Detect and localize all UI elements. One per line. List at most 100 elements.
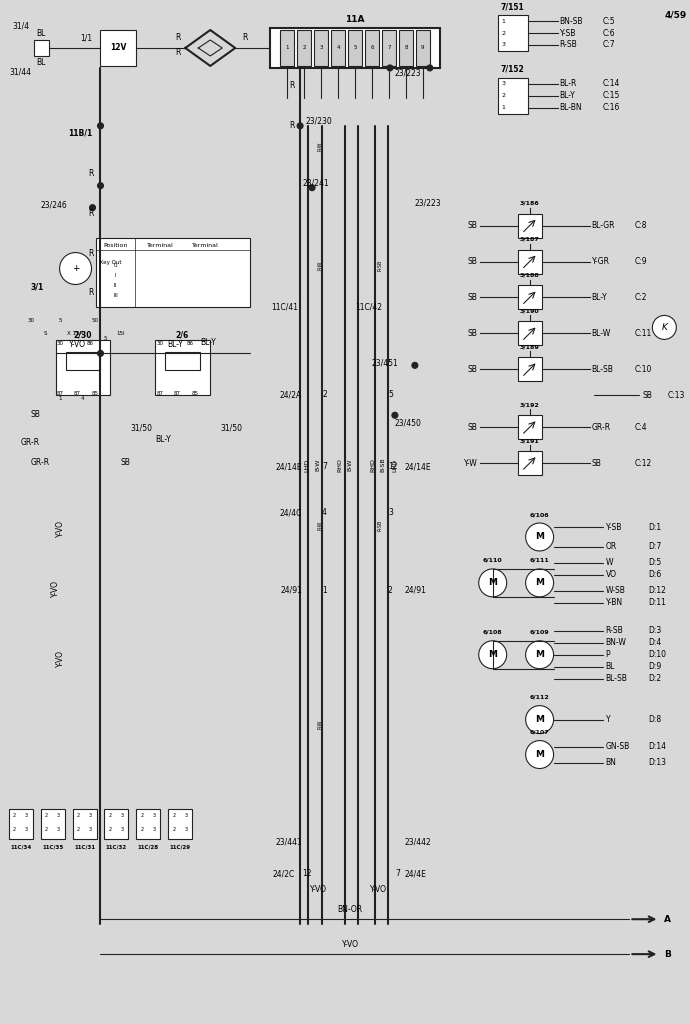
Text: 1: 1 [502, 18, 506, 24]
Text: III: III [113, 293, 118, 298]
Text: 2: 2 [109, 813, 112, 818]
Circle shape [427, 65, 433, 71]
Text: R: R [290, 121, 295, 130]
Text: Position: Position [104, 243, 128, 248]
Text: R: R [88, 209, 93, 218]
Text: 2: 2 [109, 827, 112, 833]
Text: 7/152: 7/152 [501, 65, 524, 74]
Text: 3: 3 [185, 813, 188, 818]
Text: 6/111: 6/111 [530, 558, 549, 563]
Text: GR-R: GR-R [30, 458, 50, 467]
Text: BL: BL [605, 663, 615, 671]
Bar [518, 214, 542, 238]
Text: BL-Y: BL-Y [591, 293, 607, 302]
Text: 2: 2 [302, 45, 306, 50]
Text: Y-VO: Y-VO [342, 940, 359, 949]
Bar [280, 30, 294, 66]
Bar [270, 28, 440, 68]
Circle shape [526, 740, 553, 769]
Text: 85: 85 [92, 391, 99, 396]
Text: 3: 3 [502, 42, 506, 47]
Text: Y-GR: Y-GR [591, 257, 609, 266]
Text: 2: 2 [77, 813, 80, 818]
Text: 9: 9 [421, 45, 424, 50]
Text: 6/112: 6/112 [530, 694, 549, 699]
Text: C:7: C:7 [602, 41, 615, 49]
Bar [104, 809, 128, 840]
Text: 24/2A: 24/2A [280, 390, 302, 399]
Text: 2: 2 [172, 827, 176, 833]
Text: Y-W: Y-W [464, 459, 477, 468]
Text: R: R [290, 81, 295, 90]
Circle shape [392, 413, 398, 418]
Text: 5: 5 [59, 317, 62, 323]
Bar [95, 238, 250, 307]
Circle shape [526, 569, 553, 597]
Text: 3: 3 [121, 827, 124, 833]
Text: GR-R: GR-R [21, 438, 40, 447]
Text: BL-SB: BL-SB [591, 365, 613, 374]
Bar [399, 30, 413, 66]
Bar [155, 340, 210, 395]
Text: 3: 3 [185, 827, 188, 833]
Bar [518, 322, 542, 345]
Text: SB: SB [642, 391, 652, 399]
Text: B-W: B-W [348, 459, 353, 471]
Text: M: M [535, 715, 544, 724]
Text: 3: 3 [152, 827, 156, 833]
Text: 11C/42: 11C/42 [355, 302, 382, 311]
Text: P: P [605, 650, 610, 659]
Text: 3: 3 [89, 813, 92, 818]
Text: 3/187: 3/187 [520, 237, 540, 242]
Text: 3: 3 [89, 827, 92, 833]
Text: 86: 86 [187, 341, 194, 346]
Text: C:6: C:6 [602, 29, 615, 38]
Bar [72, 809, 97, 840]
Text: 2: 2 [45, 813, 48, 818]
Bar [518, 286, 542, 309]
Text: 4: 4 [336, 45, 339, 50]
Bar [518, 452, 542, 475]
Text: R-W: R-W [317, 520, 322, 529]
Text: BL: BL [36, 58, 46, 67]
Text: RHD: RHD [371, 458, 375, 472]
Text: 11C/31: 11C/31 [74, 845, 95, 849]
Text: M: M [535, 650, 544, 659]
Text: 7/151: 7/151 [501, 2, 524, 11]
Text: 87: 87 [74, 391, 81, 396]
Text: R: R [242, 34, 248, 43]
Text: SB: SB [30, 411, 41, 419]
Bar [382, 30, 396, 66]
Text: BL-Y: BL-Y [155, 435, 171, 444]
Text: 1/1: 1/1 [81, 34, 92, 43]
Text: R-W: R-W [317, 141, 322, 151]
Text: 1: 1 [502, 105, 506, 111]
Text: 23/442: 23/442 [405, 838, 432, 847]
Text: 87: 87 [57, 391, 64, 396]
Text: 31/50: 31/50 [220, 423, 242, 432]
Text: 3: 3 [25, 827, 28, 833]
Circle shape [479, 569, 506, 597]
Text: 23/223: 23/223 [395, 69, 422, 78]
Text: C:8: C:8 [634, 221, 647, 230]
Text: 2: 2 [172, 813, 176, 818]
Text: Y-VO: Y-VO [310, 886, 327, 894]
Bar [314, 30, 328, 66]
Text: BL-Y: BL-Y [200, 338, 216, 347]
Text: BN-SB: BN-SB [560, 16, 583, 26]
Text: 24/91: 24/91 [280, 586, 302, 595]
Text: LHD: LHD [393, 459, 397, 472]
Text: 24/4E: 24/4E [405, 869, 426, 879]
Text: B: B [664, 949, 671, 958]
Text: 87: 87 [157, 391, 164, 396]
Text: 2: 2 [388, 586, 393, 595]
Text: Key Out: Key Out [101, 259, 122, 264]
Text: Y: Y [605, 715, 610, 724]
Bar [416, 30, 430, 66]
Text: R: R [88, 289, 93, 298]
Text: M: M [489, 650, 497, 659]
Text: 87: 87 [174, 391, 181, 396]
Text: 2/30: 2/30 [73, 331, 92, 339]
Text: D:14: D:14 [649, 742, 667, 751]
Text: C:15: C:15 [602, 91, 620, 100]
